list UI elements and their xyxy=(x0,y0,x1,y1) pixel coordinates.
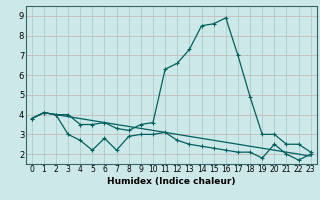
X-axis label: Humidex (Indice chaleur): Humidex (Indice chaleur) xyxy=(107,177,236,186)
